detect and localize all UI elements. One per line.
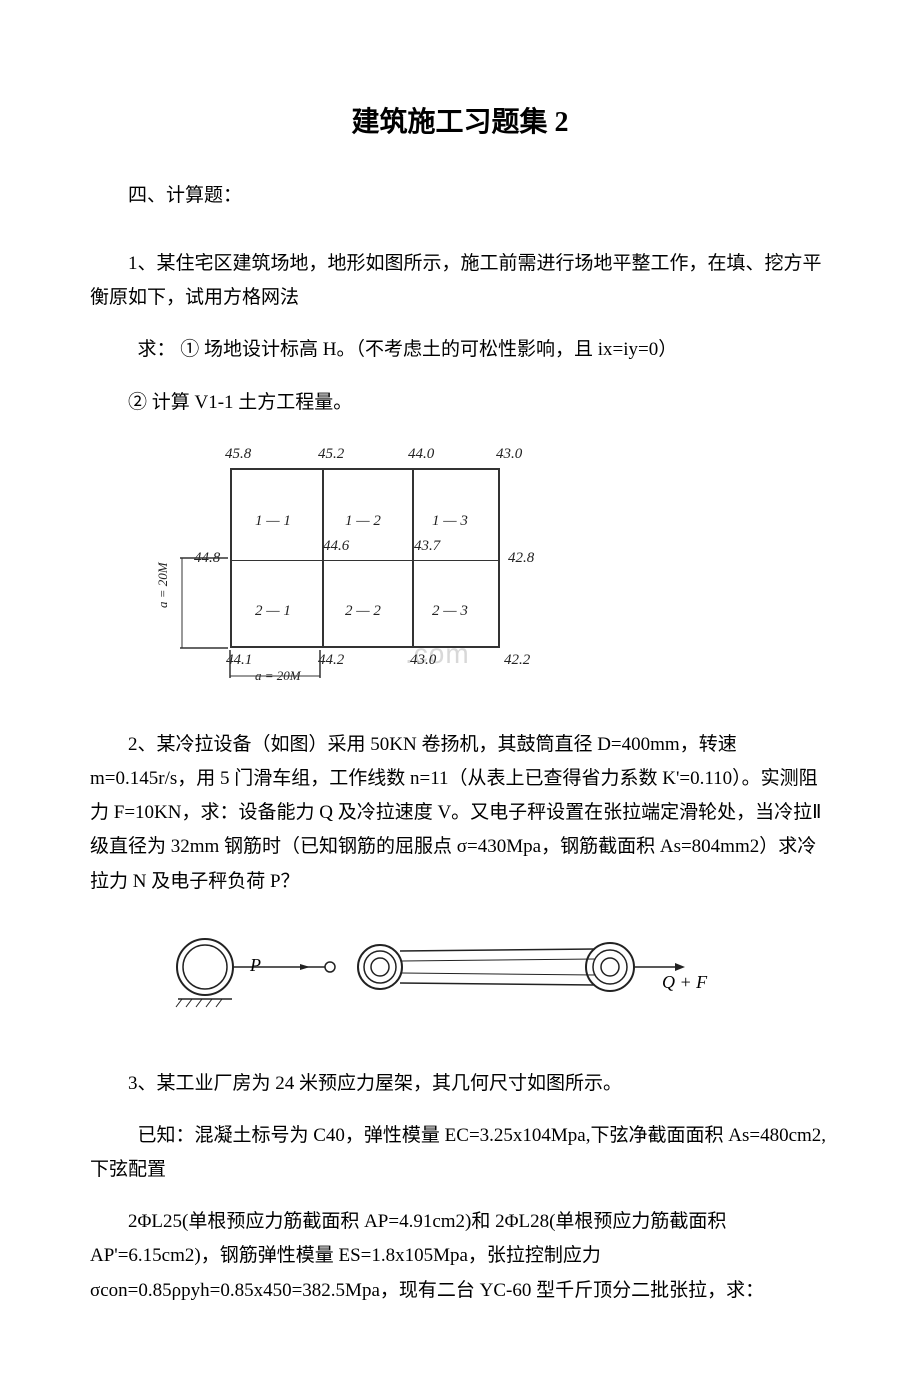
figure-1: .com 45.8 45.2 44.0 43.0 44.8 44.6 43.7 …: [170, 438, 570, 698]
page-title: 建筑施工习题集 2: [90, 100, 830, 140]
question-1-text: 1、某住宅区建筑场地，地形如图所示，施工前需进行场地平整工作，在填、挖方平衡原如…: [90, 247, 830, 315]
question-2-text: 2、某冷拉设备（如图）采用 50KN 卷扬机，其鼓筒直径 D=400mm，转速 …: [90, 728, 830, 899]
cell-2-1: 2 — 1: [255, 603, 291, 620]
question-1-sub1: 求： ① 场地设计标高 H。（不考虑土的可松性影响，且 ix=iy=0）: [90, 333, 830, 367]
elev-mid-2: 43.7: [414, 538, 440, 555]
dim-left-ticks: [170, 438, 230, 678]
cell-1-1: 1 — 1: [255, 513, 291, 530]
elev-bot-2: 43.0: [410, 652, 436, 669]
question-3-line1: 3、某工业厂房为 24 米预应力屋架，其几何尺寸如图所示。: [90, 1067, 830, 1101]
grid-vline-2: [412, 470, 414, 646]
elev-top-1: 45.2: [318, 446, 344, 463]
figure-2: P Q + F: [170, 917, 710, 1027]
elev-top-3: 43.0: [496, 446, 522, 463]
dim-left: a = 20M: [155, 562, 171, 608]
section-header: 四、计算题：: [90, 180, 830, 207]
elev-top-2: 44.0: [408, 446, 434, 463]
label-qf: Q + F: [662, 972, 707, 993]
elev-mid-1: 44.6: [323, 538, 349, 555]
cell-2-2: 2 — 2: [345, 603, 381, 620]
question-3-line3: 2ΦL25(单根预应力筋截面积 AP=4.91cm2)和 2ΦL28(单根预应力…: [90, 1205, 830, 1308]
cell-2-3: 2 — 3: [432, 603, 468, 620]
elev-bot-3: 42.2: [504, 652, 530, 669]
question-3-line2: 已知：混凝土标号为 C40，弹性模量 EC=3.25x104Mpa,下弦净截面面…: [90, 1119, 830, 1187]
figure-2-container: P Q + F: [170, 917, 830, 1027]
cell-1-2: 1 — 2: [345, 513, 381, 530]
grid-box: [230, 468, 500, 648]
cell-1-3: 1 — 3: [432, 513, 468, 530]
label-p: P: [250, 955, 261, 976]
elev-mid-3: 42.8: [508, 550, 534, 567]
question-1-sub2: ② 计算 V1-1 土方工程量。: [90, 386, 830, 420]
dim-bottom-ticks: [225, 648, 335, 683]
grid-vline-1: [322, 470, 324, 646]
grid-hline-1: [232, 560, 498, 562]
figure-1-container: .com 45.8 45.2 44.0 43.0 44.8 44.6 43.7 …: [170, 438, 830, 698]
